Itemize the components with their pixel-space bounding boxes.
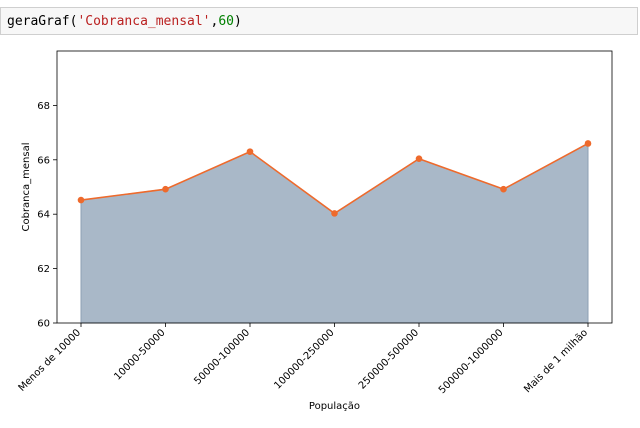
x-tick-label-3: 100000-250000 <box>272 327 336 391</box>
x-axis-label: População <box>309 401 360 412</box>
code-number-argument: 60 <box>218 14 234 29</box>
code-close-paren: ) <box>234 14 242 29</box>
y-tick-label-2: 64 <box>37 210 50 221</box>
y-tick-label-0: 60 <box>37 319 50 330</box>
x-tick-label-0: Menos de 10000 <box>17 327 84 394</box>
y-tick-label-4: 68 <box>37 101 50 112</box>
area-chart: 60 62 64 66 68 Menos de 10000 10000-50000 5000… <box>17 50 613 412</box>
code-function-name: geraGraf <box>7 14 70 29</box>
y-axis-label: Cobranca_mensal <box>21 143 32 232</box>
code-open-paren: ( <box>69 14 78 29</box>
data-points <box>77 140 592 217</box>
code-cell[interactable]: geraGraf('Cobranca_mensal',60) <box>0 7 638 35</box>
data-point-3 <box>331 210 338 217</box>
x-tick-label-5: 500000-1000000 <box>437 327 506 396</box>
x-axis-ticks: Menos de 10000 10000-50000 50000-100000 100… <box>17 323 590 396</box>
area-fill <box>80 142 589 324</box>
code-line[interactable]: geraGraf('Cobranca_mensal',60) <box>7 13 242 30</box>
x-tick-label-4: 250000-500000 <box>357 327 421 391</box>
data-point-2 <box>246 148 254 155</box>
data-point-1 <box>162 185 169 193</box>
data-point-6 <box>584 140 592 147</box>
x-tick-label-1: 10000-50000 <box>112 327 167 382</box>
data-point-4 <box>415 155 423 163</box>
data-point-5 <box>500 185 507 193</box>
plot-area <box>56 50 613 324</box>
data-point-0 <box>77 196 85 204</box>
x-tick-label-2: 50000-100000 <box>192 327 252 387</box>
y-tick-label-1: 62 <box>37 264 50 275</box>
y-tick-label-3: 66 <box>37 155 50 166</box>
y-axis-ticks: 60 62 64 66 68 <box>37 101 57 330</box>
code-comma: , <box>210 14 219 29</box>
x-tick-label-6: Mais de 1 milhão <box>522 327 590 395</box>
code-string-argument: 'Cobranca_mensal' <box>77 14 211 29</box>
